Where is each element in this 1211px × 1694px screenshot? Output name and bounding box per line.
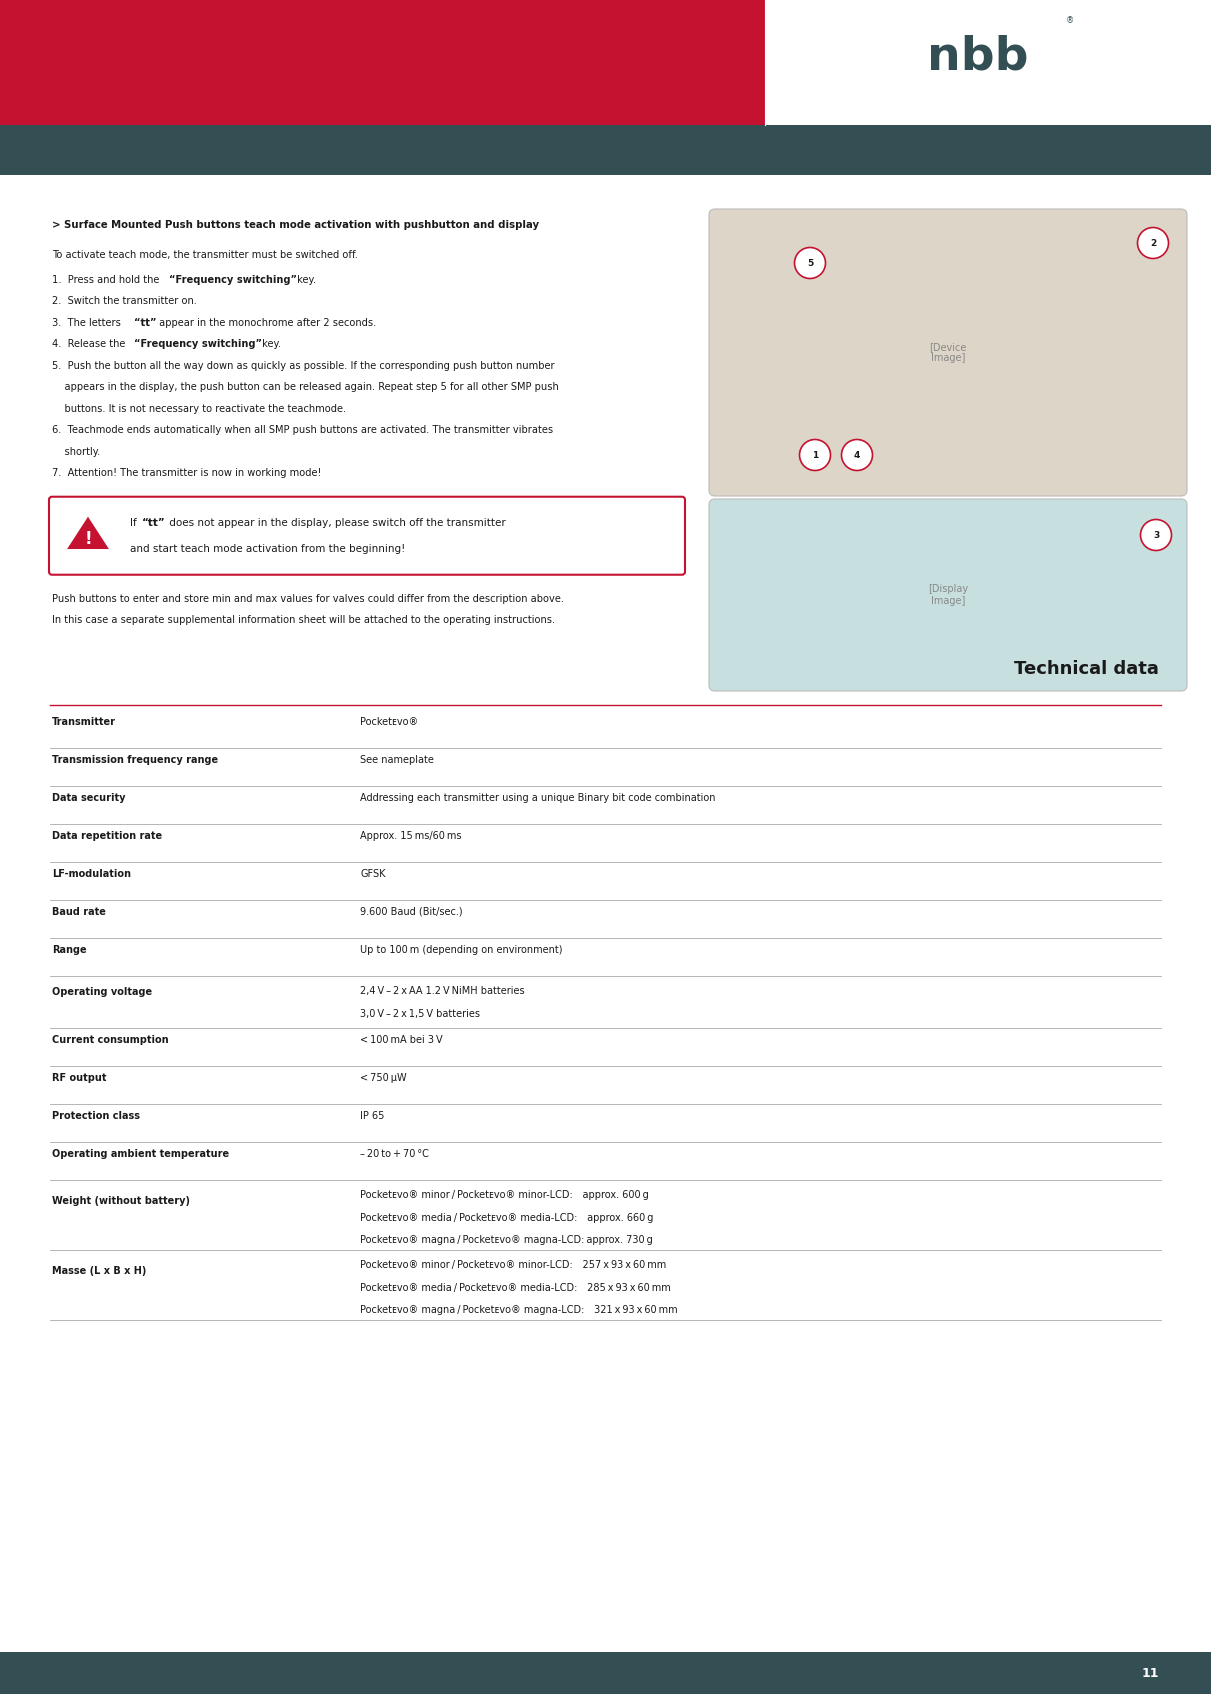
Text: [Device
Image]: [Device Image] — [929, 342, 966, 363]
Bar — [0, 125, 1211, 174]
Text: Operating ambient temperature: Operating ambient temperature — [52, 1149, 229, 1159]
Text: shortly.: shortly. — [52, 447, 101, 457]
Text: “Frequency switching”: “Frequency switching” — [134, 339, 262, 349]
Text: Technical data: Technical data — [1014, 661, 1159, 678]
Text: < 750 μW: < 750 μW — [360, 1072, 407, 1082]
Text: Transmitter: Transmitter — [52, 717, 116, 727]
Text: Protection class: Protection class — [52, 1111, 140, 1121]
Text: 2.  Switch the transmitter on.: 2. Switch the transmitter on. — [52, 296, 197, 307]
Text: GFSK: GFSK — [360, 869, 385, 879]
Text: If: If — [130, 518, 140, 529]
Text: IP 65: IP 65 — [360, 1111, 384, 1121]
Text: 9.600 Baud (Bit/sec.): 9.600 Baud (Bit/sec.) — [360, 906, 463, 916]
Text: < 100 mA bei 3 V: < 100 mA bei 3 V — [360, 1035, 443, 1045]
Text: LF-modulation: LF-modulation — [52, 869, 131, 879]
Text: buttons. It is not necessary to reactivate the teachmode.: buttons. It is not necessary to reactiva… — [52, 403, 346, 413]
Text: Transmission frequency range: Transmission frequency range — [52, 754, 218, 764]
Text: Addressing each transmitter using a unique Binary bit code combination: Addressing each transmitter using a uniq… — [360, 793, 716, 803]
Text: 2: 2 — [1150, 239, 1157, 247]
Text: does not appear in the display, please switch off the transmitter: does not appear in the display, please s… — [166, 518, 506, 529]
Circle shape — [794, 247, 826, 278]
Text: !: ! — [85, 530, 92, 547]
Text: In this case a separate supplemental information sheet will be attached to the o: In this case a separate supplemental inf… — [52, 615, 555, 625]
FancyBboxPatch shape — [708, 500, 1187, 691]
Text: – 20 to + 70 °C: – 20 to + 70 °C — [360, 1149, 429, 1159]
Circle shape — [799, 439, 831, 471]
Text: [Display
Image]: [Display Image] — [928, 584, 968, 606]
Text: Masse (L x B x H): Masse (L x B x H) — [52, 1265, 147, 1276]
Text: Weight (without battery): Weight (without battery) — [52, 1196, 190, 1206]
Text: Pocketᴇvo®: Pocketᴇvo® — [360, 717, 418, 727]
Text: Pocketᴇvo® magna / Pocketᴇvo® magna-LCD: 321 x 93 x 60 mm: Pocketᴇvo® magna / Pocketᴇvo® magna-LCD:… — [360, 1304, 678, 1315]
Text: Range: Range — [52, 945, 87, 955]
Text: appears in the display, the push button can be released again. Repeat step 5 for: appears in the display, the push button … — [52, 383, 558, 393]
Text: ®: ® — [1066, 15, 1074, 25]
Text: Pocketᴇvo® magna / Pocketᴇvo® magna-LCD: approx. 730 g: Pocketᴇvo® magna / Pocketᴇvo® magna-LCD:… — [360, 1235, 653, 1245]
Text: 7.  Attention! The transmitter is now in working mode!: 7. Attention! The transmitter is now in … — [52, 468, 321, 478]
Text: Up to 100 m (depending on environment): Up to 100 m (depending on environment) — [360, 945, 562, 955]
Text: Pocketᴇvo® media / Pocketᴇvo® media-LCD: approx. 660 g: Pocketᴇvo® media / Pocketᴇvo® media-LCD:… — [360, 1213, 654, 1223]
Text: Baud rate: Baud rate — [52, 906, 105, 916]
Text: 3: 3 — [1153, 530, 1159, 539]
Polygon shape — [67, 517, 109, 549]
Text: nbb: nbb — [928, 36, 1029, 80]
Text: “tt”: “tt” — [142, 518, 166, 529]
Text: Data security: Data security — [52, 793, 126, 803]
Text: key.: key. — [294, 274, 316, 285]
Text: 4.  Release the: 4. Release the — [52, 339, 128, 349]
Text: 5: 5 — [807, 259, 813, 268]
Text: 5.  Push the button all the way down as quickly as possible. If the correspondin: 5. Push the button all the way down as q… — [52, 361, 555, 371]
Text: “tt”: “tt” — [134, 318, 156, 327]
Text: 1: 1 — [811, 451, 819, 459]
Bar — [765, 0, 1211, 174]
Circle shape — [1141, 520, 1171, 551]
Text: 2,4 V – 2 x AA 1.2 V NiMH batteries: 2,4 V – 2 x AA 1.2 V NiMH batteries — [360, 986, 524, 996]
Text: Current consumption: Current consumption — [52, 1035, 168, 1045]
Text: 4: 4 — [854, 451, 860, 459]
Bar — [765, 125, 1211, 174]
Circle shape — [1137, 227, 1169, 259]
Text: 11: 11 — [1142, 1667, 1159, 1679]
Text: Pocketᴇvo® minor / Pocketᴇvo® minor-LCD: 257 x 93 x 60 mm: Pocketᴇvo® minor / Pocketᴇvo® minor-LCD:… — [360, 1260, 666, 1270]
Text: Data repetition rate: Data repetition rate — [52, 830, 162, 840]
Text: appear in the monochrome after 2 seconds.: appear in the monochrome after 2 seconds… — [156, 318, 377, 327]
Text: key.: key. — [259, 339, 281, 349]
Text: Pocketᴇvo® minor / Pocketᴇvo® minor-LCD: approx. 600 g: Pocketᴇvo® minor / Pocketᴇvo® minor-LCD:… — [360, 1191, 649, 1201]
Text: 6.  Teachmode ends automatically when all SMP push buttons are activated. The tr: 6. Teachmode ends automatically when all… — [52, 425, 553, 435]
Text: “Frequency switching”: “Frequency switching” — [170, 274, 297, 285]
Text: See nameplate: See nameplate — [360, 754, 434, 764]
Text: 3,0 V – 2 x 1,5 V batteries: 3,0 V – 2 x 1,5 V batteries — [360, 1008, 480, 1018]
Text: 1.  Press and hold the: 1. Press and hold the — [52, 274, 162, 285]
Text: Pocketᴇvo® media / Pocketᴇvo® media-LCD: 285 x 93 x 60 mm: Pocketᴇvo® media / Pocketᴇvo® media-LCD:… — [360, 1282, 671, 1293]
Text: RF output: RF output — [52, 1072, 107, 1082]
Text: Push buttons to enter and store min and max values for valves could differ from : Push buttons to enter and store min and … — [52, 593, 564, 603]
Text: and start teach mode activation from the beginning!: and start teach mode activation from the… — [130, 544, 406, 554]
Text: Operating voltage: Operating voltage — [52, 988, 153, 996]
FancyBboxPatch shape — [708, 208, 1187, 496]
Circle shape — [842, 439, 872, 471]
Bar — [0, 0, 765, 125]
Text: > Surface Mounted Push buttons teach mode activation with pushbutton and display: > Surface Mounted Push buttons teach mod… — [52, 220, 539, 230]
FancyBboxPatch shape — [48, 496, 685, 574]
Text: To activate teach mode, the transmitter must be switched off.: To activate teach mode, the transmitter … — [52, 251, 358, 259]
Bar — [0, 1652, 1211, 1694]
Text: Approx. 15 ms/60 ms: Approx. 15 ms/60 ms — [360, 830, 461, 840]
Text: 3.  The letters: 3. The letters — [52, 318, 124, 327]
